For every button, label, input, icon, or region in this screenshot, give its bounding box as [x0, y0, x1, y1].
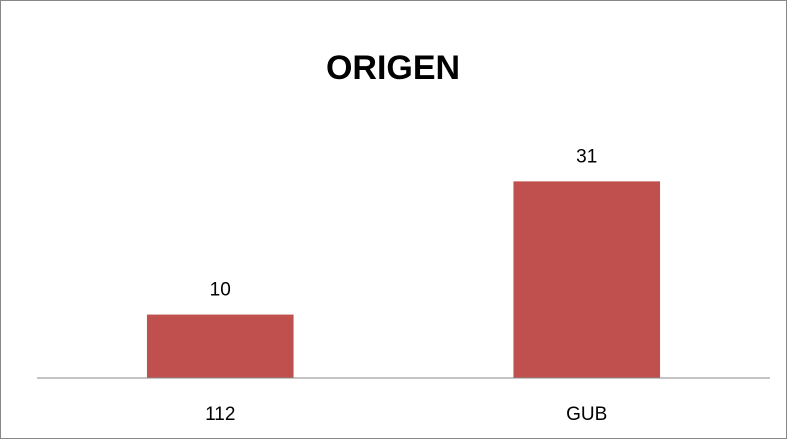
- bar: [146, 314, 294, 378]
- x-tick-label: 112: [205, 404, 235, 425]
- x-tick-label: GUB: [566, 404, 607, 425]
- bar: [513, 181, 661, 378]
- data-label: 10: [210, 280, 231, 301]
- chart-title: ORIGEN: [326, 49, 460, 87]
- data-label: 31: [576, 146, 597, 167]
